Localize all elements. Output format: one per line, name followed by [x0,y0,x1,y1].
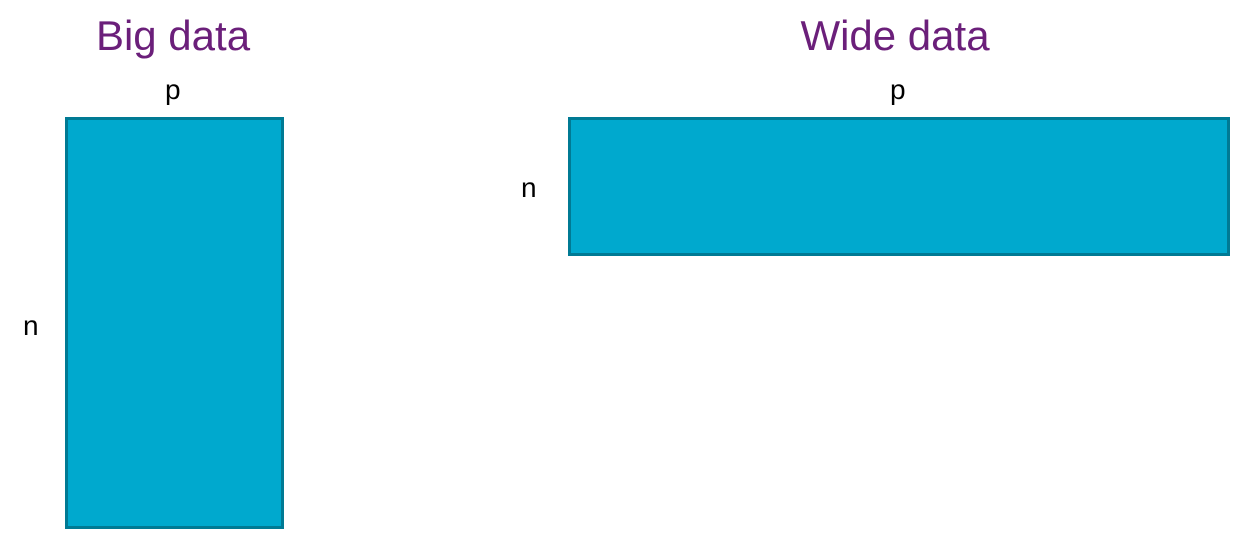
big-data-title: Big data [95,12,251,59]
wide-data-row-label: n [521,172,537,203]
wide-data-title: Wide data [800,12,990,59]
big-data-column-label: p [165,74,181,105]
big-data-row-label: n [23,310,39,341]
big-data-matrix [65,117,284,529]
wide-data-matrix [568,117,1230,256]
wide-data-column-label: p [890,74,906,105]
